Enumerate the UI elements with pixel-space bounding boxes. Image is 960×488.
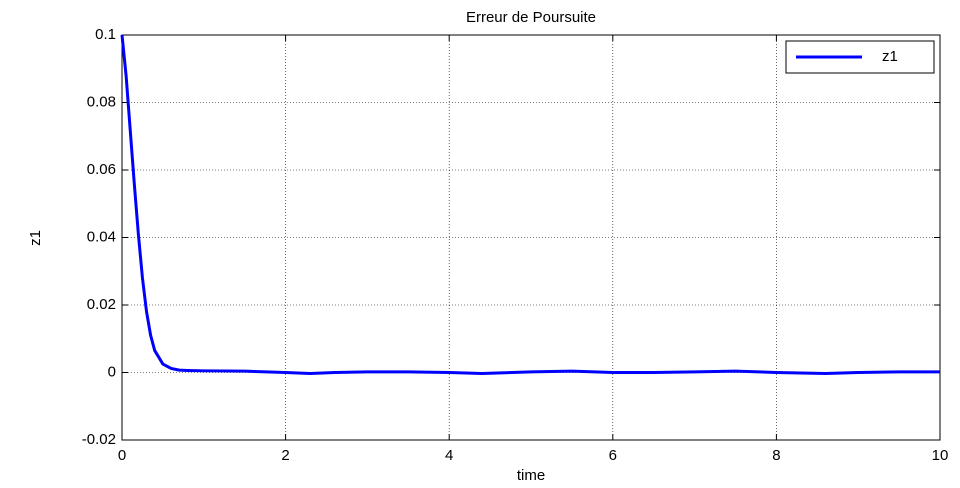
- y-tick-label: -0.02: [82, 431, 116, 448]
- line-series: [120, 34, 940, 376]
- x-tick-label: 4: [445, 447, 453, 464]
- x-tick-label: 2: [281, 447, 289, 464]
- y-axis-label: z1: [27, 230, 44, 246]
- x-tick-label: 0: [118, 447, 126, 464]
- y-tick-label: 0.06: [87, 161, 116, 178]
- y-tick-label: 0.1: [95, 26, 116, 43]
- x-axis-label: time: [517, 467, 545, 484]
- y-tick-label: 0.02: [87, 296, 116, 313]
- x-tick-label: 8: [772, 447, 780, 464]
- y-tick-label: 0.08: [87, 93, 116, 110]
- y-tick-label: 0: [108, 363, 116, 380]
- chart-title: Erreur de Poursuite: [466, 9, 596, 26]
- x-tick-label: 10: [932, 447, 949, 464]
- y-tick-label: 0.04: [87, 228, 116, 245]
- legend-label: z1: [882, 48, 898, 65]
- plot-frame: [121, 34, 941, 441]
- x-tick-label: 6: [609, 447, 617, 464]
